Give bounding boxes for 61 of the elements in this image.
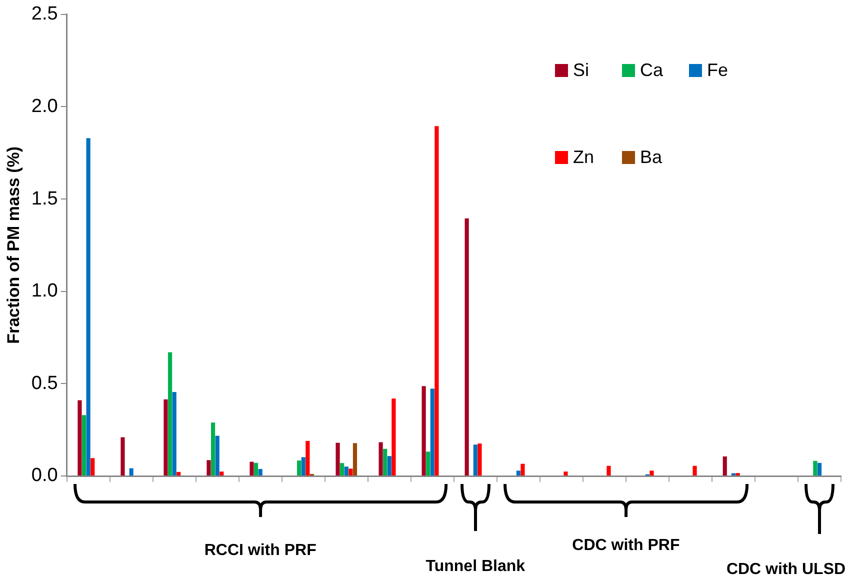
bar [220, 472, 224, 476]
bar [250, 462, 254, 476]
bar [206, 460, 211, 476]
bar [606, 466, 611, 476]
text: RCCI with PRF [204, 541, 316, 560]
bar [692, 466, 697, 476]
legend-label: Ca [640, 60, 664, 81]
bar [336, 442, 340, 476]
legend-label: Zn [573, 147, 594, 168]
y-tick-label: 2.5 [31, 4, 58, 25]
legend-label: Fe [707, 60, 728, 81]
bar [722, 456, 727, 476]
y-tick-label: 0.0 [31, 465, 58, 486]
bar [817, 462, 822, 476]
bar [301, 457, 306, 476]
bar [473, 444, 478, 476]
bar [340, 463, 344, 476]
bar [392, 398, 396, 476]
bar [387, 456, 392, 476]
bar [650, 470, 654, 476]
bar [306, 440, 310, 476]
bar [348, 468, 353, 476]
text: CDC with PRF [572, 536, 680, 555]
bar [176, 472, 181, 476]
bar [430, 388, 434, 476]
bar [82, 415, 86, 476]
bar [422, 386, 426, 476]
bar [215, 436, 220, 476]
bar [297, 460, 302, 476]
text: CDC with ULSD [726, 560, 846, 579]
bar [90, 458, 95, 476]
legend-label: Si [573, 60, 590, 81]
bar [78, 400, 82, 476]
bar [164, 399, 168, 476]
bar [464, 218, 469, 476]
bar [516, 470, 520, 476]
bar [426, 452, 430, 476]
bar [129, 468, 134, 476]
y-tick-label: 1.0 [31, 280, 58, 302]
bar [478, 444, 482, 476]
y-tick-label: 2.0 [31, 96, 58, 117]
legend-label: Ba [640, 147, 662, 168]
bar [378, 442, 383, 476]
bar [254, 462, 258, 476]
bar [813, 460, 818, 476]
bar [120, 437, 125, 476]
bar [211, 422, 216, 476]
bar [86, 138, 90, 476]
bar [383, 448, 388, 476]
bar [258, 468, 262, 476]
bar [520, 464, 525, 476]
y-axis-title: Fraction of PM mass (%) [4, 146, 23, 344]
bar [352, 443, 358, 476]
bar [168, 352, 172, 476]
bar [344, 466, 348, 476]
y-tick-label: 0.5 [31, 372, 58, 394]
bar [434, 126, 439, 476]
y-tick-label: 1.5 [31, 188, 58, 210]
bar [172, 392, 176, 476]
bar [564, 472, 568, 476]
text: Tunnel Blank [426, 557, 526, 576]
